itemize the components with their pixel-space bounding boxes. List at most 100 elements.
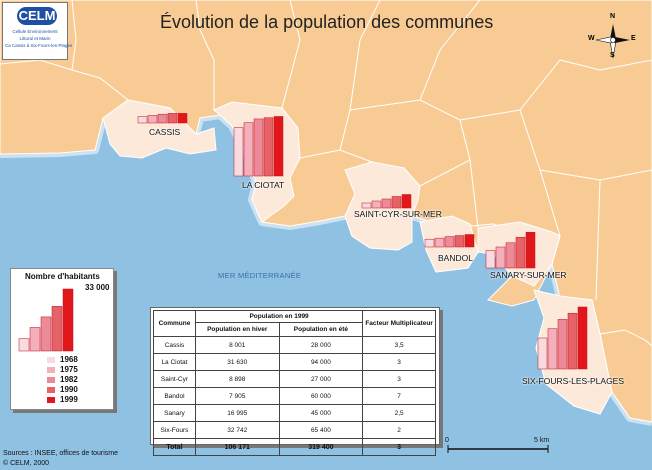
cell-hiver: 32 742 xyxy=(194,421,280,439)
sea-label: MER MÉDITERRANÉE xyxy=(218,271,302,280)
legend-bar-1968 xyxy=(18,338,30,352)
legend-swatch xyxy=(47,376,55,383)
commune-bar-six-fours-les-plages-1968 xyxy=(537,337,548,370)
commune-bar-six-fours-les-plages-1975 xyxy=(547,328,558,370)
legend-year: 1999 xyxy=(60,395,78,404)
table-row: Sanary 16 995 45 000 2,5 xyxy=(153,404,436,422)
legend-bar-1990 xyxy=(51,306,63,352)
cell-hiver: 8 001 xyxy=(194,336,280,354)
cell-facteur: 3 xyxy=(362,353,436,371)
commune-bar-bandol-1990 xyxy=(454,235,465,248)
cell-ete: 94 000 xyxy=(278,353,364,371)
cell-commune: Sanary xyxy=(153,404,196,422)
cell-ete: 60 000 xyxy=(278,387,364,405)
compass-rose: N S W E xyxy=(588,13,636,60)
commune-bar-cassis-1975 xyxy=(147,115,158,124)
legend-swatch xyxy=(47,396,55,403)
commune-bar-la-ciotat-1982 xyxy=(253,118,264,177)
label-bandol: BANDOL xyxy=(438,253,473,263)
land-peninsula xyxy=(599,329,652,423)
legend-bars xyxy=(18,288,74,352)
cell-facteur: 3,5 xyxy=(362,336,436,354)
commune-bar-cassis-1968 xyxy=(137,116,148,124)
table-row: Saint-Cyr 8 898 27 000 3 xyxy=(153,370,436,388)
commune-bar-la-ciotat-1968 xyxy=(233,127,244,177)
label-sixfours: SIX-FOURS-LES-PLAGES xyxy=(522,376,625,386)
cell-facteur: 3 xyxy=(362,370,436,388)
commune-bar-bandol-1968 xyxy=(424,238,435,248)
legend-swatch xyxy=(47,386,55,393)
cell-hiver: 31 630 xyxy=(194,353,280,371)
commune-bar-six-fours-les-plages-1990 xyxy=(567,312,578,370)
legend: Nombre d'habitants 33 000 1968 1975 1982… xyxy=(10,268,114,410)
compass-icon xyxy=(595,24,630,59)
map-title: Évolution de la population des communes xyxy=(160,12,494,32)
cell-facteur: 2 xyxy=(362,421,436,439)
logo-line1: Cellule Environnement xyxy=(12,29,58,34)
scale-bar xyxy=(447,445,549,453)
compass-e: E xyxy=(631,35,636,42)
copyright-line: © CELM, 2000 xyxy=(3,460,50,467)
cell-ete: 45 000 xyxy=(278,404,364,422)
source-note: Sources : INSEE, offices de tourisme © C… xyxy=(3,449,118,469)
cell-ete: 65 400 xyxy=(278,421,364,439)
legend-swatch xyxy=(47,356,55,363)
commune-bar-bandol-1982 xyxy=(444,236,455,248)
legend-max-value: 33 000 xyxy=(85,283,110,292)
cell-commune: Saint-Cyr xyxy=(153,370,196,388)
commune-bar-sanary-sur-mer-1982 xyxy=(505,242,516,269)
cell-facteur: 7 xyxy=(362,387,436,405)
compass-w: W xyxy=(588,35,595,42)
logo-name: CELM xyxy=(17,7,57,25)
header-facteur: Facteur Multiplicateur xyxy=(362,310,436,337)
commune-bar-bandol-1975 xyxy=(434,237,445,248)
label-laciotat: LA CIOTAT xyxy=(242,180,285,190)
population-table: Commune Population en 1999 Facteur Multi… xyxy=(153,310,436,456)
commune-bar-six-fours-les-plages-1982 xyxy=(557,319,568,370)
legend-item-1982: 1982 xyxy=(47,375,78,384)
legend-item-1975: 1975 xyxy=(47,365,78,374)
header-commune: Commune xyxy=(153,310,196,337)
legend-item-1990: 1990 xyxy=(47,385,78,394)
commune-bar-cassis-1999 xyxy=(177,113,188,124)
cell-ete: 28 000 xyxy=(278,336,364,354)
commune-bar-la-ciotat-1999 xyxy=(273,116,284,177)
cell-total-hiver: 106 171 xyxy=(194,438,280,456)
compass-n: N xyxy=(610,13,616,20)
legend-year: 1990 xyxy=(60,385,78,394)
legend-bar-1975 xyxy=(29,327,41,352)
commune-bar-la-ciotat-1975 xyxy=(243,122,254,177)
logo: CELM Cellule Environnement Littoral et M… xyxy=(2,2,72,60)
header-ete: Population en été xyxy=(278,322,364,337)
cell-commune: Cassis xyxy=(153,336,196,354)
commune-bar-sanary-sur-mer-1975 xyxy=(495,246,506,269)
population-table-box: Commune Population en 1999 Facteur Multi… xyxy=(150,307,440,456)
cell-total-facteur: 3 xyxy=(362,438,436,456)
legend-chart xyxy=(18,288,74,352)
table-row: La Ciotat 31 630 94 000 3 xyxy=(153,353,436,371)
compass-s: S xyxy=(610,52,615,59)
commune-bar-sanary-sur-mer-1999 xyxy=(525,232,536,269)
legend-bar-1982 xyxy=(40,316,52,352)
commune-bar-saint-cyr-sur-mer-1999 xyxy=(401,194,412,209)
legend-item-1968: 1968 xyxy=(47,355,78,364)
table-row: Six-Fours 32 742 65 400 2 xyxy=(153,421,436,439)
commune-bar-saint-cyr-sur-mer-1975 xyxy=(371,200,382,209)
cell-commune: Six-Fours xyxy=(153,421,196,439)
scale-end: 5 km xyxy=(534,437,550,444)
source-line: Sources : INSEE, offices de tourisme xyxy=(3,450,119,457)
legend-item-1999: 1999 xyxy=(47,395,78,404)
table-total-row: Total 106 171 319 400 3 xyxy=(153,438,436,456)
cell-ete: 27 000 xyxy=(278,370,364,388)
cell-total-label: Total xyxy=(153,438,196,456)
commune-bar-la-ciotat-1990 xyxy=(263,117,274,177)
commune-bar-sanary-sur-mer-1990 xyxy=(515,236,526,269)
label-sanary: SANARY-SUR-MER xyxy=(490,270,567,280)
legend-year: 1968 xyxy=(60,355,78,364)
commune-bar-saint-cyr-sur-mer-1968 xyxy=(361,202,372,209)
cell-commune: Bandol xyxy=(153,387,196,405)
cell-hiver: 8 898 xyxy=(194,370,280,388)
cell-facteur: 2,5 xyxy=(362,404,436,422)
legend-bar-1999 xyxy=(62,288,74,352)
commune-bar-cassis-1990 xyxy=(167,113,178,124)
